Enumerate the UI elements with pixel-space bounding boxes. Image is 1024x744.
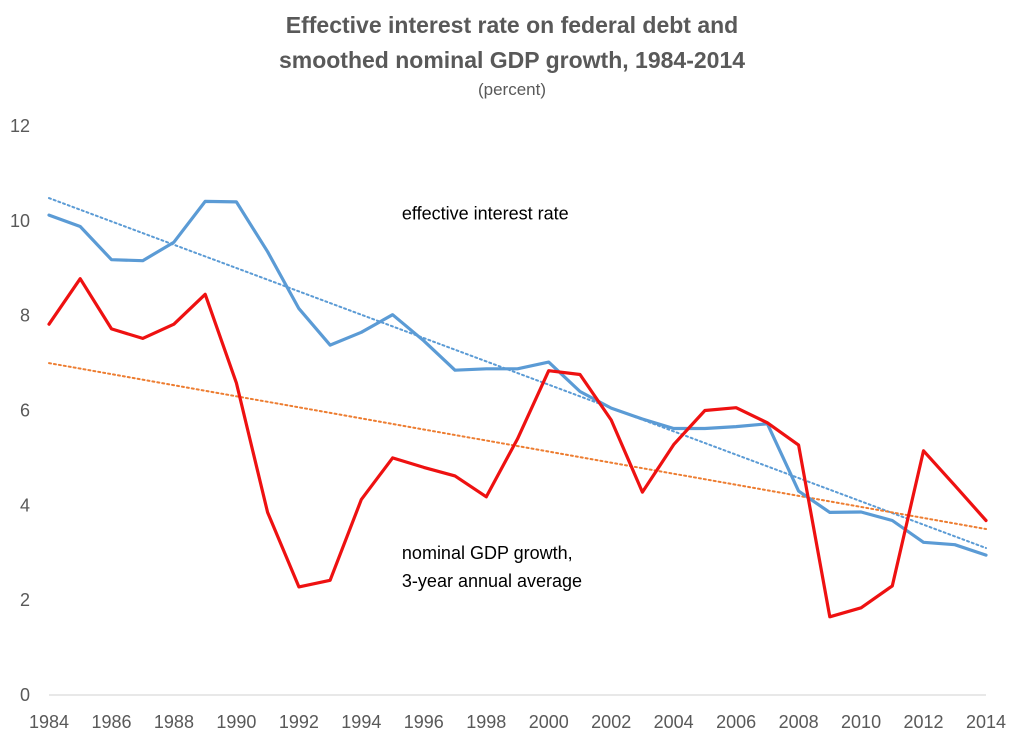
x-tick-label: 1992	[279, 712, 319, 732]
x-tick-label: 2006	[716, 712, 756, 732]
x-tick-label: 2014	[966, 712, 1006, 732]
y-tick-label: 10	[10, 211, 30, 231]
x-tick-label: 2002	[591, 712, 631, 732]
trendline-series-1	[48, 197, 987, 550]
y-tick-label: 2	[20, 590, 30, 610]
x-tick-label: 1996	[404, 712, 444, 732]
x-tick-label: 1984	[29, 712, 69, 732]
y-tick-label: 0	[20, 685, 30, 705]
annotation-label: effective interest rate	[402, 204, 569, 224]
annotation-label: 3-year annual average	[402, 571, 582, 591]
y-tick-label: 12	[10, 116, 30, 136]
y-tick-label: 6	[20, 401, 30, 421]
annotation-label: nominal GDP growth,	[402, 543, 573, 563]
chart-title-line-2: smoothed nominal GDP growth, 1984-2014	[278, 47, 746, 73]
effective-interest-rate-line	[47, 199, 988, 557]
x-tick-label: 2012	[904, 712, 944, 732]
chart-subtitle: (percent)	[477, 80, 547, 99]
x-tick-label: 1990	[216, 712, 256, 732]
y-tick-label: 4	[20, 495, 30, 515]
trendline-series-2	[48, 362, 987, 531]
x-tick-label: 2008	[779, 712, 819, 732]
x-tick-label: 1998	[466, 712, 506, 732]
x-tick-label: 1986	[91, 712, 131, 732]
chart-title-line-1: Effective interest rate on federal debt …	[285, 12, 739, 38]
x-tick-label: 2004	[654, 712, 694, 732]
x-tick-label: 2010	[841, 712, 881, 732]
nominal-gdp-growth-line	[47, 277, 988, 619]
x-tick-label: 1994	[341, 712, 381, 732]
y-tick-label: 8	[20, 306, 30, 326]
x-tick-label: 1988	[154, 712, 194, 732]
x-tick-label: 2000	[529, 712, 569, 732]
